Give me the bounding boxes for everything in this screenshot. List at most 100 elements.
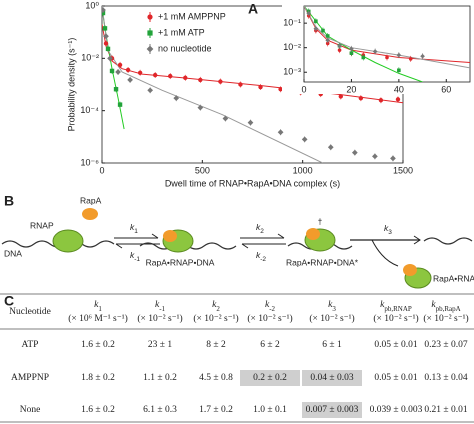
- y-tick-label: 10⁻¹: [283, 18, 301, 28]
- data-point: [125, 67, 131, 73]
- header-symbol: k1: [94, 300, 102, 312]
- dna-strand: [423, 237, 473, 245]
- header-unit: (× 10⁻² s⁻¹): [423, 313, 468, 324]
- table-cell: None: [20, 405, 41, 415]
- node-label: †: [318, 216, 323, 226]
- data-point: [277, 129, 284, 136]
- rate-label: k1: [130, 222, 138, 235]
- x-tick-label: 40: [394, 84, 404, 94]
- y-tick-label: 10⁻³: [283, 67, 301, 77]
- rnap-shape: [52, 229, 84, 253]
- node-label: DNA: [4, 248, 22, 258]
- data-point: [351, 149, 358, 156]
- table-cell: 1.6 ± 0.2: [81, 340, 115, 350]
- rate-sub: 3: [332, 305, 336, 313]
- legend-label: +1 mM ATP: [158, 27, 205, 37]
- x-tick-label: 60: [441, 84, 451, 94]
- diagram: B RNAP RapA DNA k1 k-1 RapA•RNAP•DNA k2 …: [1, 193, 474, 289]
- header-symbol: k-2: [265, 300, 276, 312]
- header-unit: (× 10⁻² s⁻¹): [309, 313, 354, 324]
- data-point: [325, 34, 330, 38]
- rate-symbol: k: [431, 300, 436, 310]
- data-point: [103, 41, 109, 46]
- rate-symbol: k: [328, 300, 333, 310]
- rate-symbol: k: [265, 300, 270, 310]
- data-point: [313, 26, 319, 31]
- rate-symbol: k: [130, 250, 135, 260]
- data-point: [378, 98, 384, 103]
- table-cell: 1.1 ± 0.2: [143, 373, 177, 383]
- data-point: [420, 53, 425, 59]
- header-unit: (× 10⁻² s⁻¹): [137, 313, 182, 324]
- rate-sub: 2: [216, 305, 220, 313]
- header-symbol: kpb,RNAP: [380, 300, 412, 312]
- data-point: [301, 136, 308, 143]
- table-cell: 23 ± 1: [148, 340, 172, 350]
- table-cell: ATP: [22, 340, 39, 350]
- rate-sub: pb,RNAP: [384, 305, 412, 313]
- y-tick-label: 10⁻²: [283, 42, 301, 52]
- rate-label: k-2: [256, 250, 266, 263]
- data-point: [321, 28, 325, 33]
- x-tick-label: 20: [346, 84, 356, 94]
- cell-highlight: [302, 370, 362, 386]
- arrow-head: [277, 233, 285, 239]
- node-label: RapA•RNAP•DNA*: [286, 257, 359, 267]
- cell-highlight: [240, 370, 300, 386]
- table-cell: 6.1 ± 0.3: [143, 405, 177, 415]
- y-tick-label: 10⁻⁶: [81, 157, 100, 167]
- rate-symbol: k: [384, 223, 389, 233]
- data-point: [117, 62, 123, 68]
- data-point: [390, 155, 396, 162]
- legend-marker: [147, 30, 153, 36]
- data-point: [183, 75, 188, 81]
- rate-symbol: k: [380, 300, 385, 310]
- table-cell: 8 ± 2: [206, 340, 226, 350]
- data-point: [238, 82, 243, 87]
- data-point: [218, 79, 223, 84]
- data-point: [147, 87, 154, 94]
- node-label: RapA•RNAP: [433, 273, 474, 283]
- table-cell: 4.5 ± 0.8: [199, 373, 233, 383]
- rapa-shape: [306, 228, 320, 240]
- data-point: [247, 119, 254, 126]
- header-unit: (× 10⁻² s⁻¹): [193, 313, 238, 324]
- data-point: [127, 77, 133, 83]
- arrow-head: [241, 243, 249, 249]
- data-point: [358, 95, 364, 101]
- panel-label: A: [248, 1, 258, 17]
- rate-symbol: k: [256, 250, 261, 260]
- x-tick-label: 0: [99, 165, 104, 175]
- chart: 0 20 40 60 10⁻³ 10⁻² 10⁻¹: [282, 2, 472, 94]
- y-axis-label: Probability density (s⁻¹): [66, 38, 76, 132]
- data-point: [113, 87, 119, 92]
- data-point: [372, 49, 378, 54]
- data-point: [396, 52, 402, 58]
- data-point: [168, 73, 173, 79]
- table-cell: 1.7 ± 0.2: [199, 405, 233, 415]
- y-tick-label: 10⁻²: [81, 53, 99, 63]
- data-point: [103, 33, 109, 40]
- header-symbol: k-1: [155, 300, 166, 312]
- inset-background: [282, 2, 472, 94]
- table-cell: 0.23 ± 0.07: [424, 340, 467, 350]
- rate-symbol: k: [155, 300, 160, 310]
- header-cell: Nucleotide: [9, 307, 51, 317]
- panel-label: C: [4, 293, 14, 309]
- data-point: [117, 102, 123, 107]
- legend-label: +1 mM AMPPNP: [158, 11, 226, 21]
- rapa-shape: [403, 264, 417, 276]
- table-cell: 0.04 ± 0.03: [310, 373, 353, 383]
- data-point: [102, 26, 108, 31]
- arrow-head: [115, 243, 123, 249]
- table-cell: 1.8 ± 0.2: [81, 373, 115, 383]
- chart: 0 500 1000 1500 10⁰ 10⁻² 10⁻⁴ 10⁻⁶ +1 mM AMPPNP +…: [66, 0, 413, 188]
- data-point: [349, 51, 354, 55]
- data-point: [395, 97, 401, 102]
- data-point: [278, 87, 283, 92]
- data-point: [385, 55, 389, 60]
- data-point: [314, 19, 318, 24]
- table-cell: 6 ± 1: [322, 340, 342, 350]
- rate-sub: -2: [260, 256, 266, 263]
